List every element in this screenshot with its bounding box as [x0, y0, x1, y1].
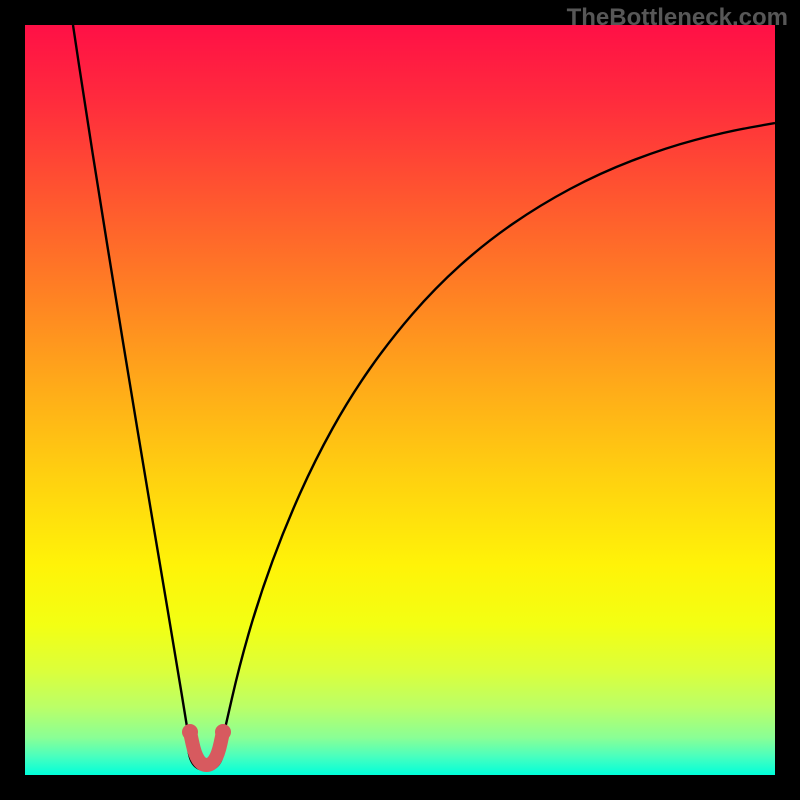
plot-area: [25, 25, 775, 775]
optimal-range-dot-right: [215, 724, 231, 740]
performance-curve-line: [73, 25, 775, 770]
optimal-range-dot-left: [182, 724, 198, 740]
bottleneck-curve: [25, 25, 775, 775]
watermark-text: TheBottleneck.com: [567, 4, 788, 32]
